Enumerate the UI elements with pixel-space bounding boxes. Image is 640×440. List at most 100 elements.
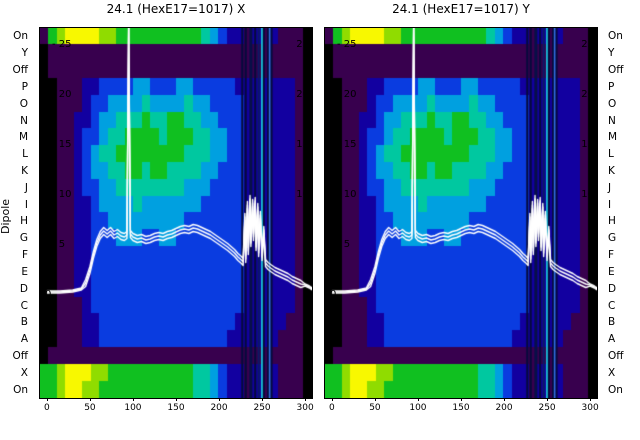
x-tick-mark [374, 398, 376, 401]
row-label: M [18, 131, 28, 144]
x-tick-label: 200 [210, 403, 228, 413]
heatmap-canvas-x [39, 27, 313, 399]
y-tick-label-left: - 25 [52, 39, 72, 50]
row-label: Off [608, 349, 624, 362]
x-tick-label: 50 [84, 403, 96, 413]
y-tick-label-left: - 15 [52, 139, 72, 150]
x-tick-label: 50 [369, 403, 381, 413]
row-label: I [608, 198, 612, 211]
y-tick-label-right: 20 [296, 89, 309, 100]
row-label: Off [608, 64, 624, 77]
row-label: G [19, 232, 28, 245]
row-label: X [608, 366, 616, 379]
x-tick-mark [89, 398, 91, 401]
x-tick-label: 0 [44, 403, 50, 413]
row-label: On [608, 30, 623, 43]
y-tick-label-left: - 5 [337, 239, 351, 250]
x-tick-mark [262, 398, 264, 401]
row-labels-left: On Y Off P O N M L K J I H G F E D C B A Off X On [0, 0, 34, 440]
x-tick-label: 0 [329, 403, 335, 413]
y-tick-label-right: 10 [581, 189, 594, 200]
subplot-y-title: 24.1 (HexE17=1017) Y [392, 2, 530, 16]
x-tick-label: 100 [124, 403, 142, 413]
row-label: M [608, 131, 618, 144]
y-tick-label-right: 25 [296, 39, 309, 50]
heatmap-canvas-y [324, 27, 598, 399]
y-tick-label-right: 25 [581, 39, 594, 50]
y-tick-label-left: - 15 [337, 139, 357, 150]
x-tick-mark [305, 398, 307, 401]
row-label: K [21, 164, 28, 177]
row-label: Y [21, 47, 28, 60]
row-label: J [24, 181, 28, 194]
x-tick-label: 100 [409, 403, 427, 413]
row-label: D [19, 282, 28, 295]
y-tick-label-left: - 10 [52, 189, 72, 200]
x-tick-label: 300 [296, 403, 314, 413]
row-label: X [20, 366, 28, 379]
row-label: C [608, 299, 616, 312]
x-tick-label: 150 [452, 403, 470, 413]
row-label: E [21, 265, 28, 278]
row-label: On [13, 30, 28, 43]
row-label: I [24, 198, 28, 211]
x-tick-label: 250 [253, 403, 271, 413]
row-label: L [608, 148, 614, 161]
x-tick-label: 250 [538, 403, 556, 413]
row-label: L [22, 148, 28, 161]
x-tick-mark [590, 398, 592, 401]
row-label: P [21, 80, 28, 93]
x-tick-label: 300 [581, 403, 599, 413]
y-tick-label-right: 15 [296, 139, 309, 150]
y-tick-label-right: 5 [587, 239, 594, 250]
x-tick-mark [331, 398, 333, 401]
y-tick-label-left: - 20 [337, 89, 357, 100]
row-label: P [608, 80, 615, 93]
subplot-y: - 25 25- 20 20- 15 15- 10 10- 5 5 0 0 50 100 150 20… [324, 27, 599, 413]
subplot-x-title: 24.1 (HexE17=1017) X [106, 2, 246, 16]
y-tick-label-right: 10 [296, 189, 309, 200]
row-labels-right: On Y Off P O N M L K J I H G F E D C B A Off X On [604, 0, 638, 440]
x-tick-mark [219, 398, 221, 401]
row-label: O [19, 97, 28, 110]
y-tick-label-right: 20 [581, 89, 594, 100]
row-label: D [608, 282, 617, 295]
y-tick-label-right: 15 [581, 139, 594, 150]
x-tick-mark [132, 398, 134, 401]
row-label: H [20, 215, 28, 228]
row-label: On [13, 383, 28, 396]
x-tick-mark [417, 398, 419, 401]
row-label: O [608, 97, 617, 110]
y-tick-label-left: - 10 [337, 189, 357, 200]
x-tick-mark [176, 398, 177, 401]
row-label: N [608, 114, 616, 127]
row-label: Off [12, 64, 29, 77]
row-label: H [608, 215, 616, 228]
row-label: G [608, 232, 617, 245]
x-tick-mark [504, 398, 506, 401]
row-label: Y [608, 47, 615, 60]
row-label: K [608, 164, 615, 177]
y-tick-label-left: - 20 [52, 89, 72, 100]
row-label: On [608, 383, 623, 396]
y-tick-label-right: 5 [302, 239, 309, 250]
row-label: A [20, 333, 28, 346]
row-label: J [608, 181, 612, 194]
row-label: C [20, 299, 28, 312]
row-label: F [608, 249, 615, 262]
row-label: F [21, 249, 28, 262]
subplot-x: - 25 25- 20 20- 15 15- 10 10- 5 5 0 0 50 100 150 20… [39, 27, 314, 413]
row-label: A [608, 333, 616, 346]
x-tick-label: 150 [167, 403, 185, 413]
row-label: Off [12, 349, 29, 362]
row-label: N [20, 114, 28, 127]
x-tick-label: 200 [495, 403, 513, 413]
x-tick-mark [461, 398, 462, 401]
y-tick-label-left: 0 [45, 289, 52, 300]
row-label: B [20, 316, 28, 329]
row-label: B [608, 316, 616, 329]
x-tick-mark [547, 398, 549, 401]
y-tick-label-left: - 5 [52, 239, 66, 250]
x-tick-mark [46, 398, 48, 401]
